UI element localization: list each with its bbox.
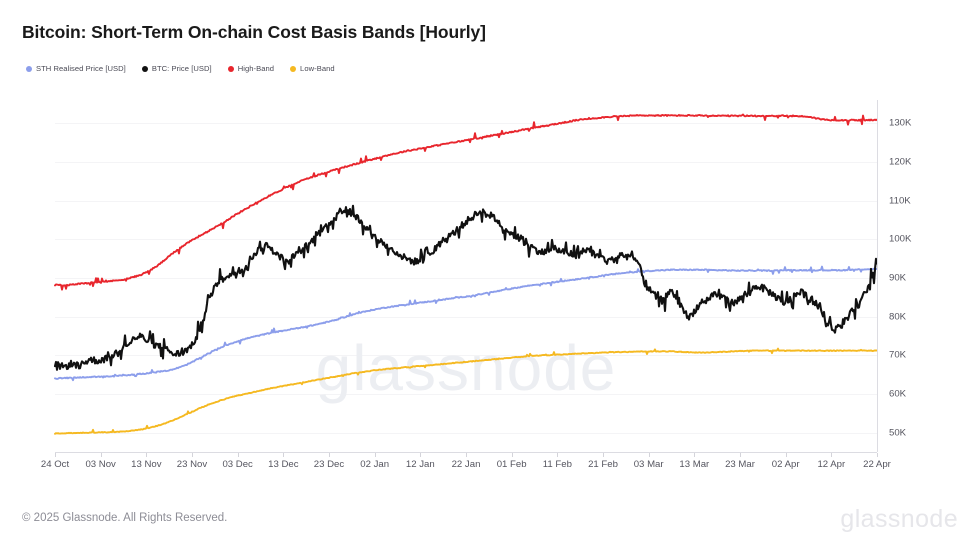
footer-divider	[0, 494, 980, 495]
x-axis-tick-label: 22 Apr	[863, 459, 891, 470]
y-axis-tick-label: 120K	[889, 156, 912, 168]
series-line-sth-realised-price-usd	[54, 265, 878, 382]
plot-area: glassnode	[53, 100, 879, 452]
legend-color-dot-icon	[227, 65, 234, 72]
legend-item-label: Low-Band	[300, 64, 335, 73]
x-axis-tick	[55, 453, 56, 457]
x-axis-tick	[420, 453, 422, 457]
x-axis-tick-label: 03 Mar	[633, 459, 664, 470]
x-axis-tick-label: 23 Mar	[725, 459, 755, 470]
x-axis-tick-label: 24 Oct	[40, 459, 70, 470]
x-axis-tick	[648, 453, 650, 457]
series-container	[53, 113, 879, 435]
x-axis-tick	[146, 453, 148, 457]
legend-item-1[interactable]: BTC: Price [USD]	[141, 64, 212, 73]
legend-item-3[interactable]: Low-Band	[290, 64, 335, 73]
x-axis-tick	[740, 453, 741, 457]
y-axis-tick-label: 60K	[889, 388, 907, 400]
x-axis-tick-label: 02 Apr	[771, 459, 800, 470]
x-axis-tick	[329, 453, 330, 457]
x-axis-tick	[283, 453, 285, 457]
x-axis-labels: 24 Oct 03 Nov 13 Nov 23 Nov 03 Dec 13 Dec 23 D…	[0, 459, 980, 479]
legend-item-label: High-Band	[237, 64, 275, 73]
x-axis-tick	[785, 453, 787, 457]
gridline	[55, 393, 877, 395]
gridline	[55, 161, 877, 163]
legend-item-label: STH Realised Price [USD]	[36, 64, 126, 73]
series-line-low-band	[54, 347, 878, 435]
x-axis-tick-label: 12 Apr	[817, 459, 846, 470]
series-line-btc-price-usd	[53, 204, 879, 371]
series-line-high-band	[54, 113, 878, 291]
x-axis-tick-label: 03 Nov	[85, 459, 116, 470]
x-axis-tick-label: 22 Jan	[451, 459, 481, 470]
legend-item-label: BTC: Price [USD]	[151, 64, 212, 73]
x-axis-tick	[466, 453, 467, 457]
x-axis-tick-label: 11 Feb	[542, 459, 572, 470]
x-axis-tick	[511, 453, 513, 457]
legend-color-dot-icon	[141, 65, 148, 72]
legend-item-0[interactable]: STH Realised Price [USD]	[26, 64, 126, 73]
copyright-text: © 2025 Glassnode. All Rights Reserved.	[22, 512, 228, 524]
x-axis-line	[55, 452, 877, 453]
y-axis-tick-label: 130K	[889, 117, 912, 129]
x-axis-tick	[694, 453, 696, 457]
gridline	[55, 200, 877, 202]
x-axis-tick-label: 21 Feb	[588, 459, 618, 470]
x-axis-tick	[877, 453, 878, 457]
gridline	[55, 355, 877, 357]
x-axis-tick	[603, 453, 604, 457]
x-axis-tick	[100, 453, 102, 457]
plot-surface	[55, 100, 877, 452]
x-axis-tick-label: 03 Dec	[222, 459, 253, 470]
y-axis-tick-label: 80K	[889, 311, 907, 323]
x-axis-tick	[557, 453, 559, 457]
y-axis-tick-label: 70K	[889, 349, 907, 361]
legend-item-2[interactable]: High-Band	[227, 64, 275, 73]
legend-color-dot-icon	[290, 65, 297, 72]
glassnode-logo: glassnode	[840, 505, 958, 533]
x-axis-tick-label: 01 Feb	[496, 459, 527, 470]
x-axis-tick-label: 13 Mar	[679, 459, 710, 470]
chart-legend: STH Realised Price [USD] BTC: Price [USD]…	[26, 64, 335, 73]
x-axis-tick-label: 12 Jan	[405, 459, 435, 470]
x-axis-tick-label: 23 Nov	[176, 459, 208, 470]
gridline	[55, 316, 877, 318]
x-axis-tick	[831, 453, 833, 457]
x-axis-tick	[237, 453, 239, 457]
gridline	[55, 277, 877, 279]
y-axis-labels: 130K 120K 110K 100K 90K 80K 70K 60K 50K	[889, 100, 949, 452]
gridline	[55, 432, 877, 434]
y-axis-tick-label: 100K	[889, 233, 912, 245]
x-axis-tick-label: 02 Jan	[360, 459, 390, 470]
x-axis-tick	[192, 453, 193, 457]
gridline	[55, 239, 877, 241]
x-axis-tick	[374, 453, 376, 457]
y-axis-tick-label: 110K	[889, 195, 911, 207]
x-axis-tick-label: 23 Dec	[313, 459, 345, 470]
legend-color-dot-icon	[26, 65, 32, 72]
gridline	[55, 123, 877, 125]
y-axis-line	[877, 100, 878, 452]
x-axis-tick-label: 13 Nov	[131, 459, 162, 470]
y-axis-tick-label: 50K	[889, 427, 907, 439]
x-axis-tick-label: 13 Dec	[268, 459, 299, 470]
page-title: Bitcoin: Short-Term On-chain Cost Basis …	[22, 22, 486, 42]
y-axis-tick-label: 90K	[889, 272, 907, 284]
